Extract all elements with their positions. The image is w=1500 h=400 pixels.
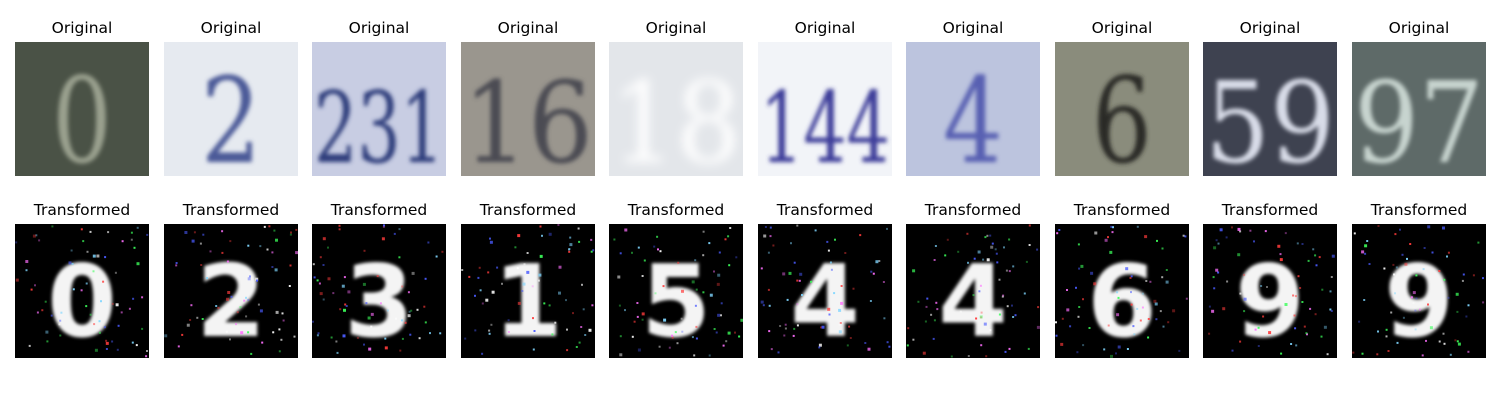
original-digit-glyph: 59 bbox=[1205, 59, 1335, 176]
transformed-digit-glyph: 4 bbox=[790, 243, 860, 358]
transformed-digit-image: 4 bbox=[906, 224, 1040, 358]
original-digit-image: 4 bbox=[906, 42, 1040, 176]
transformed-digit-glyph: 6 bbox=[1087, 243, 1157, 358]
original-digit-glyph: 4 bbox=[943, 52, 1003, 176]
transformed-digit-image: 1 bbox=[461, 224, 595, 358]
original-digit-glyph: 0 bbox=[52, 52, 112, 176]
original-digit-image: 2 bbox=[164, 42, 298, 176]
noise-speckles bbox=[312, 224, 444, 354]
transformed-digit-image: 9 bbox=[1352, 224, 1486, 358]
transformed-title: Transformed bbox=[182, 201, 280, 219]
transformed-digit-glyph: 1 bbox=[493, 243, 563, 358]
original-title: Original bbox=[1388, 19, 1450, 37]
transformed-digit-image: 3 bbox=[312, 224, 446, 358]
original-digit-glyph: 144 bbox=[760, 72, 890, 176]
original-digit-image: 144 bbox=[758, 42, 892, 176]
original-digit-image: 16 bbox=[461, 42, 595, 176]
noise-speckles bbox=[164, 225, 298, 355]
original-title: Original bbox=[1239, 19, 1301, 37]
original-digit-glyph: 6 bbox=[1092, 52, 1152, 176]
original-digit-image: 97 bbox=[1352, 42, 1486, 176]
original-digit-image: 18 bbox=[609, 42, 743, 176]
transformed-title: Transformed bbox=[924, 201, 1022, 219]
original-digit-glyph: 231 bbox=[314, 72, 444, 176]
transformed-digit-glyph: 3 bbox=[344, 243, 414, 358]
original-digit-image: 231 bbox=[312, 42, 446, 176]
transformed-title: Transformed bbox=[479, 201, 577, 219]
original-title: Original bbox=[645, 19, 707, 37]
transformed-digit-glyph: 4 bbox=[938, 243, 1008, 358]
noise-speckles bbox=[760, 224, 891, 354]
transformed-digit-image: 2 bbox=[164, 224, 298, 358]
transformed-title: Transformed bbox=[1221, 201, 1319, 219]
original-digit-image: 0 bbox=[15, 42, 149, 176]
original-digit-image: 6 bbox=[1055, 42, 1189, 176]
transformed-digit-image: 0 bbox=[15, 224, 149, 358]
transformed-title: Transformed bbox=[33, 201, 131, 219]
original-title: Original bbox=[794, 19, 856, 37]
noise-speckles bbox=[613, 227, 743, 357]
original-title: Original bbox=[497, 19, 559, 37]
transformed-digit-image: 4 bbox=[758, 224, 892, 358]
transformed-digit-glyph: 0 bbox=[47, 243, 117, 358]
original-title: Original bbox=[51, 19, 113, 37]
noise-speckles bbox=[1208, 226, 1335, 356]
transformed-digit-glyph: 2 bbox=[196, 243, 266, 358]
original-digit-glyph: 18 bbox=[611, 59, 741, 176]
transformed-title: Transformed bbox=[1073, 201, 1171, 219]
transformed-digit-glyph: 5 bbox=[641, 243, 711, 358]
noise-speckles bbox=[15, 225, 149, 358]
noise-speckles bbox=[1352, 225, 1485, 357]
original-digit-glyph: 2 bbox=[201, 52, 261, 176]
original-title: Original bbox=[1091, 19, 1153, 37]
original-digit-glyph: 16 bbox=[463, 59, 593, 176]
original-title: Original bbox=[348, 19, 410, 37]
original-title: Original bbox=[200, 19, 262, 37]
transformed-digit-image: 5 bbox=[609, 224, 743, 358]
transformed-title: Transformed bbox=[776, 201, 874, 219]
original-title: Original bbox=[942, 19, 1004, 37]
transformed-title: Transformed bbox=[627, 201, 725, 219]
original-digit-glyph: 97 bbox=[1354, 59, 1484, 176]
transformed-digit-glyph: 9 bbox=[1384, 243, 1454, 358]
transformed-digit-image: 6 bbox=[1055, 224, 1189, 358]
noise-speckles bbox=[1055, 225, 1188, 358]
transformed-title: Transformed bbox=[1370, 201, 1468, 219]
transformed-title: Transformed bbox=[330, 201, 428, 219]
transformed-digit-glyph: 9 bbox=[1235, 243, 1305, 358]
noise-speckles bbox=[461, 224, 595, 355]
original-digit-image: 59 bbox=[1203, 42, 1337, 176]
noise-speckles bbox=[906, 224, 1040, 358]
transformed-digit-image: 9 bbox=[1203, 224, 1337, 358]
